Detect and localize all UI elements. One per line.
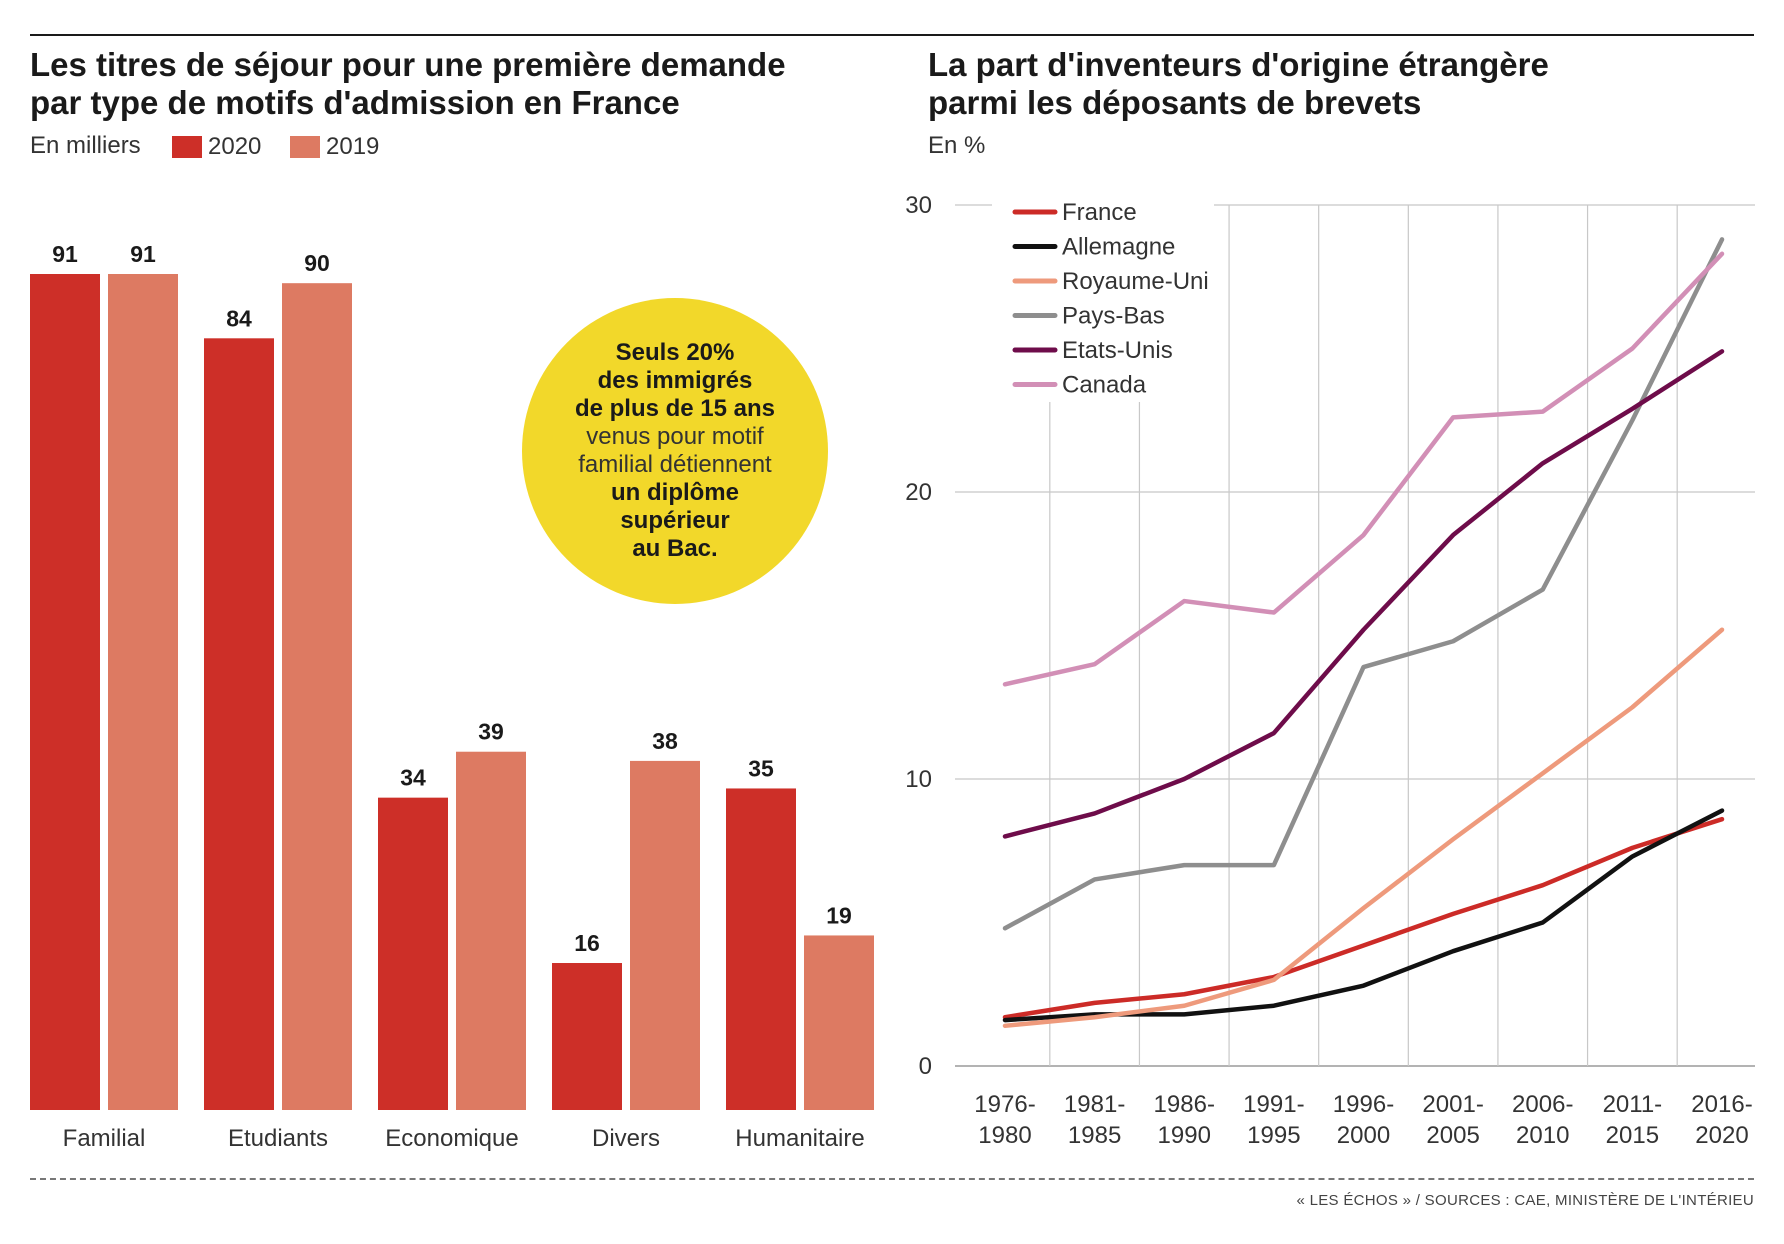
series-line-etats-unis <box>1002 349 1725 839</box>
bar-title-line-1: Les titres de séjour pour une première d… <box>30 46 786 83</box>
line-chart-title: La part d'inventeurs d'origine étrangère… <box>928 46 1728 122</box>
x-tick-label: 1981-1985 <box>1064 1091 1125 1149</box>
y-tick-label: 0 <box>919 1053 932 1080</box>
bar-value-label: 19 <box>826 902 852 928</box>
bar-value-label: 35 <box>748 755 774 781</box>
x-tick-label: 2001-2005 <box>1422 1091 1483 1149</box>
bubble-line-8: au Bac. <box>632 535 718 562</box>
category-label: Humanitaire <box>735 1125 864 1152</box>
legend-label: Canada <box>1062 372 1147 399</box>
bar-value-label: 91 <box>130 241 156 267</box>
x-tick-label: 2016-2020 <box>1691 1091 1752 1149</box>
x-tick-label: 1986-1990 <box>1154 1091 1215 1149</box>
bottom-rule <box>30 1178 1754 1180</box>
y-tick-label: 10 <box>905 766 932 793</box>
top-rule <box>30 34 1754 36</box>
bubble-line-7: supérieur <box>620 507 730 534</box>
y-tick-label: 20 <box>905 479 932 506</box>
y-tick-label: 30 <box>905 192 932 219</box>
bar-etudiants-2020 <box>204 338 274 1110</box>
bar-humanitaire-2020 <box>726 788 796 1110</box>
x-tick-label: 2011-2015 <box>1603 1091 1663 1149</box>
bar-value-label: 38 <box>652 728 678 754</box>
line-unit-label: En % <box>928 132 986 159</box>
line-chart: 0 10 20 30 1976-1980 1981-1985 1986-1990 1991-1… <box>905 192 1755 1149</box>
bar-divers-2020 <box>552 963 622 1110</box>
x-tick-label: 1996-2000 <box>1333 1091 1394 1149</box>
bar-economique-2019 <box>456 751 526 1110</box>
x-tick-label: 1991-1995 <box>1243 1091 1304 1149</box>
source-credit: « LES ÉCHOS » / SOURCES : CAE, MINISTÈRE… <box>1296 1192 1754 1209</box>
category-label: Economique <box>385 1125 518 1152</box>
series-line-royaume-uni <box>1002 627 1725 1029</box>
bar-economique-2020 <box>378 797 448 1110</box>
legend-label: Etats-Unis <box>1062 337 1173 364</box>
category-label: Divers <box>592 1125 660 1152</box>
x-tick-label: 1976-1980 <box>974 1091 1035 1149</box>
series-line-canada <box>1002 251 1725 687</box>
bubble-line-2: des immigrés <box>597 367 753 394</box>
legend-label: France <box>1062 199 1137 226</box>
bar-value-label: 16 <box>574 930 600 956</box>
category-label: Etudiants <box>228 1125 328 1152</box>
bubble-line-4: venus pour motif <box>586 423 764 450</box>
bubble-line-3: de plus de 15 ans <box>574 395 776 422</box>
bar-humanitaire-2019 <box>804 935 874 1110</box>
legend-label-2019: 2019 <box>326 133 380 160</box>
legend-2019: 2019 <box>290 133 379 161</box>
bubble-line-6: un diplôme <box>611 479 739 506</box>
bubble-line-5: familial détiennent <box>578 451 772 478</box>
bar-value-label: 91 <box>52 241 78 267</box>
bar-chart: 91 91 Familial 84 90 Etudiants 34 39 Economique 1… <box>30 241 874 1152</box>
bar-familial-2020 <box>30 274 100 1110</box>
bar-value-label: 39 <box>478 719 504 745</box>
legend-label-2020: 2020 <box>208 133 262 160</box>
bar-chart-title: Les titres de séjour pour une première d… <box>30 46 870 122</box>
bar-unit-label: En milliers <box>30 132 141 159</box>
bar-value-label: 34 <box>400 765 426 791</box>
legend-2020: 2020 <box>172 133 261 161</box>
legend-swatch-2020 <box>172 136 202 158</box>
legend-label: Allemagne <box>1062 234 1175 261</box>
legend-label: Royaume-Uni <box>1062 268 1209 295</box>
series-line-france <box>1002 816 1725 1020</box>
line-title-line-2: parmi les déposants de brevets <box>928 84 1422 121</box>
legend-swatch-2019 <box>290 136 320 158</box>
bar-familial-2019 <box>108 274 178 1110</box>
x-tick-label: 2006-2010 <box>1512 1091 1573 1149</box>
series-line-allemagne <box>1002 808 1725 1023</box>
callout-bubble: Seuls 20% des immigrés de plus de 15 ans… <box>522 298 828 604</box>
legend-label: Pays-Bas <box>1062 303 1165 330</box>
series-line-pays-bas <box>1002 237 1725 931</box>
line-title-line-1: La part d'inventeurs d'origine étrangère <box>928 46 1549 83</box>
bubble-line-1: Seuls 20% <box>615 339 735 366</box>
bar-title-line-2: par type de motifs d'admission en France <box>30 84 680 121</box>
line-legend-box <box>992 200 1214 402</box>
bar-divers-2019 <box>630 760 700 1110</box>
category-label: Familial <box>63 1125 146 1152</box>
bar-value-label: 84 <box>226 305 252 331</box>
bar-etudiants-2019 <box>282 283 352 1110</box>
bar-value-label: 90 <box>304 250 330 276</box>
